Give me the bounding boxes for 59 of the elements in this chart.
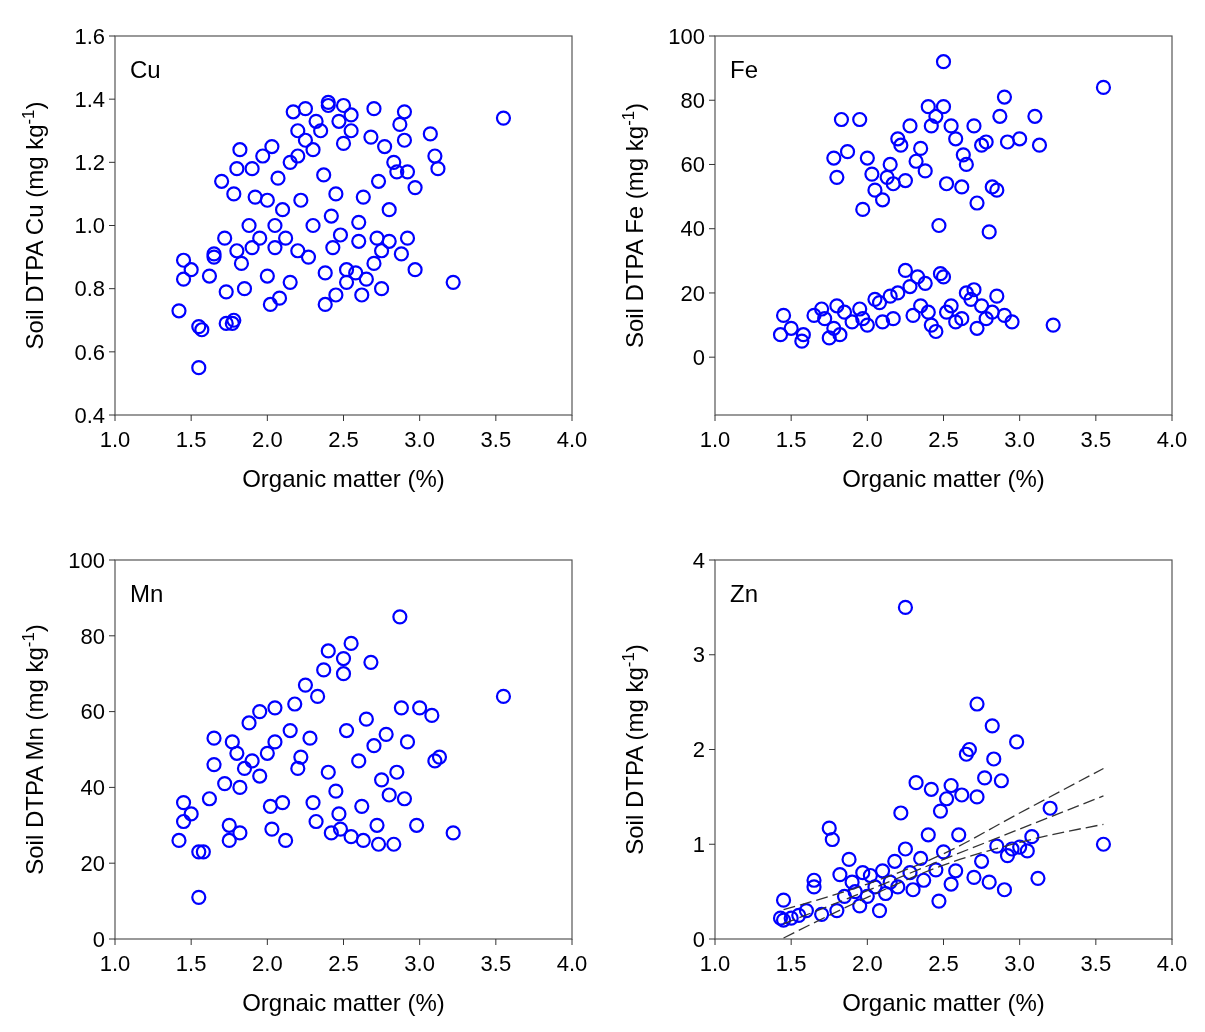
x-axis-title: Organic matter (%) <box>842 989 1045 1016</box>
y-tick-label: 100 <box>668 23 705 49</box>
x-tick-label: 4.0 <box>1156 427 1188 452</box>
x-tick-label: 4.0 <box>1156 951 1188 976</box>
y-tick-label: 1.0 <box>74 213 105 239</box>
y-tick-label: 20 <box>80 850 105 876</box>
y-tick-label: 60 <box>680 152 705 178</box>
x-tick-label: 1.0 <box>99 951 131 976</box>
annotation: Cu <box>130 56 161 83</box>
x-tick-label: 1.5 <box>775 427 807 452</box>
x-tick-label: 4.0 <box>556 427 588 452</box>
y-tick-label: 80 <box>80 623 105 649</box>
y-tick-label: 3 <box>692 642 705 668</box>
x-tick-label: 1.5 <box>175 951 207 976</box>
x-tick-label: 3.0 <box>404 427 435 452</box>
x-tick-label: 4.0 <box>556 951 588 976</box>
annotation: Mn <box>130 580 164 607</box>
annotation: Zn <box>730 580 759 607</box>
y-tick-label: 1.6 <box>74 23 105 49</box>
annotation: Fe <box>730 56 759 83</box>
x-tick-label: 2.5 <box>928 427 959 452</box>
y-tick-label: 1 <box>692 831 705 857</box>
y-tick-label: 0 <box>692 926 705 952</box>
y-tick-label: 0.4 <box>74 402 105 428</box>
x-axis-title: Organic matter (%) <box>242 465 445 492</box>
y-tick-label: 20 <box>680 280 705 306</box>
y-tick-label: 40 <box>680 216 705 242</box>
y-tick-label: 1.4 <box>74 86 105 112</box>
y-tick-label: 1.2 <box>74 150 105 176</box>
y-tick-label: 0.6 <box>74 339 105 365</box>
x-tick-label: 1.0 <box>99 427 131 452</box>
x-tick-label: 2.0 <box>252 427 283 452</box>
x-tick-label: 2.0 <box>852 427 883 452</box>
y-tick-label: 80 <box>680 87 705 113</box>
x-tick-label: 3.5 <box>1080 427 1112 452</box>
x-tick-label: 2.0 <box>852 951 883 976</box>
y-tick-label: 0 <box>692 344 705 370</box>
y-tick-label: 2 <box>692 737 705 763</box>
y-tick-label: 100 <box>68 547 105 573</box>
x-tick-label: 3.0 <box>404 951 435 976</box>
x-tick-label: 1.5 <box>175 427 207 452</box>
y-tick-label: 4 <box>692 547 705 573</box>
y-tick-label: 0.8 <box>74 276 105 302</box>
y-tick-label: 0 <box>92 926 105 952</box>
x-tick-label: 2.0 <box>252 951 283 976</box>
x-tick-label: 2.5 <box>328 951 359 976</box>
y-tick-label: 60 <box>80 699 105 725</box>
x-tick-label: 3.0 <box>1004 951 1035 976</box>
x-tick-label: 3.5 <box>1080 951 1112 976</box>
x-tick-label: 2.5 <box>328 427 359 452</box>
x-tick-label: 3.5 <box>480 427 512 452</box>
y-tick-label: 40 <box>80 775 105 801</box>
x-tick-label: 1.5 <box>775 951 807 976</box>
x-tick-label: 3.0 <box>1004 427 1035 452</box>
x-axis-title: Orgnaic matter (%) <box>242 989 445 1016</box>
x-tick-label: 2.5 <box>928 951 959 976</box>
line-series <box>782 823 1105 939</box>
x-tick-label: 3.5 <box>480 951 512 976</box>
x-axis-title: Organic matter (%) <box>842 465 1045 492</box>
